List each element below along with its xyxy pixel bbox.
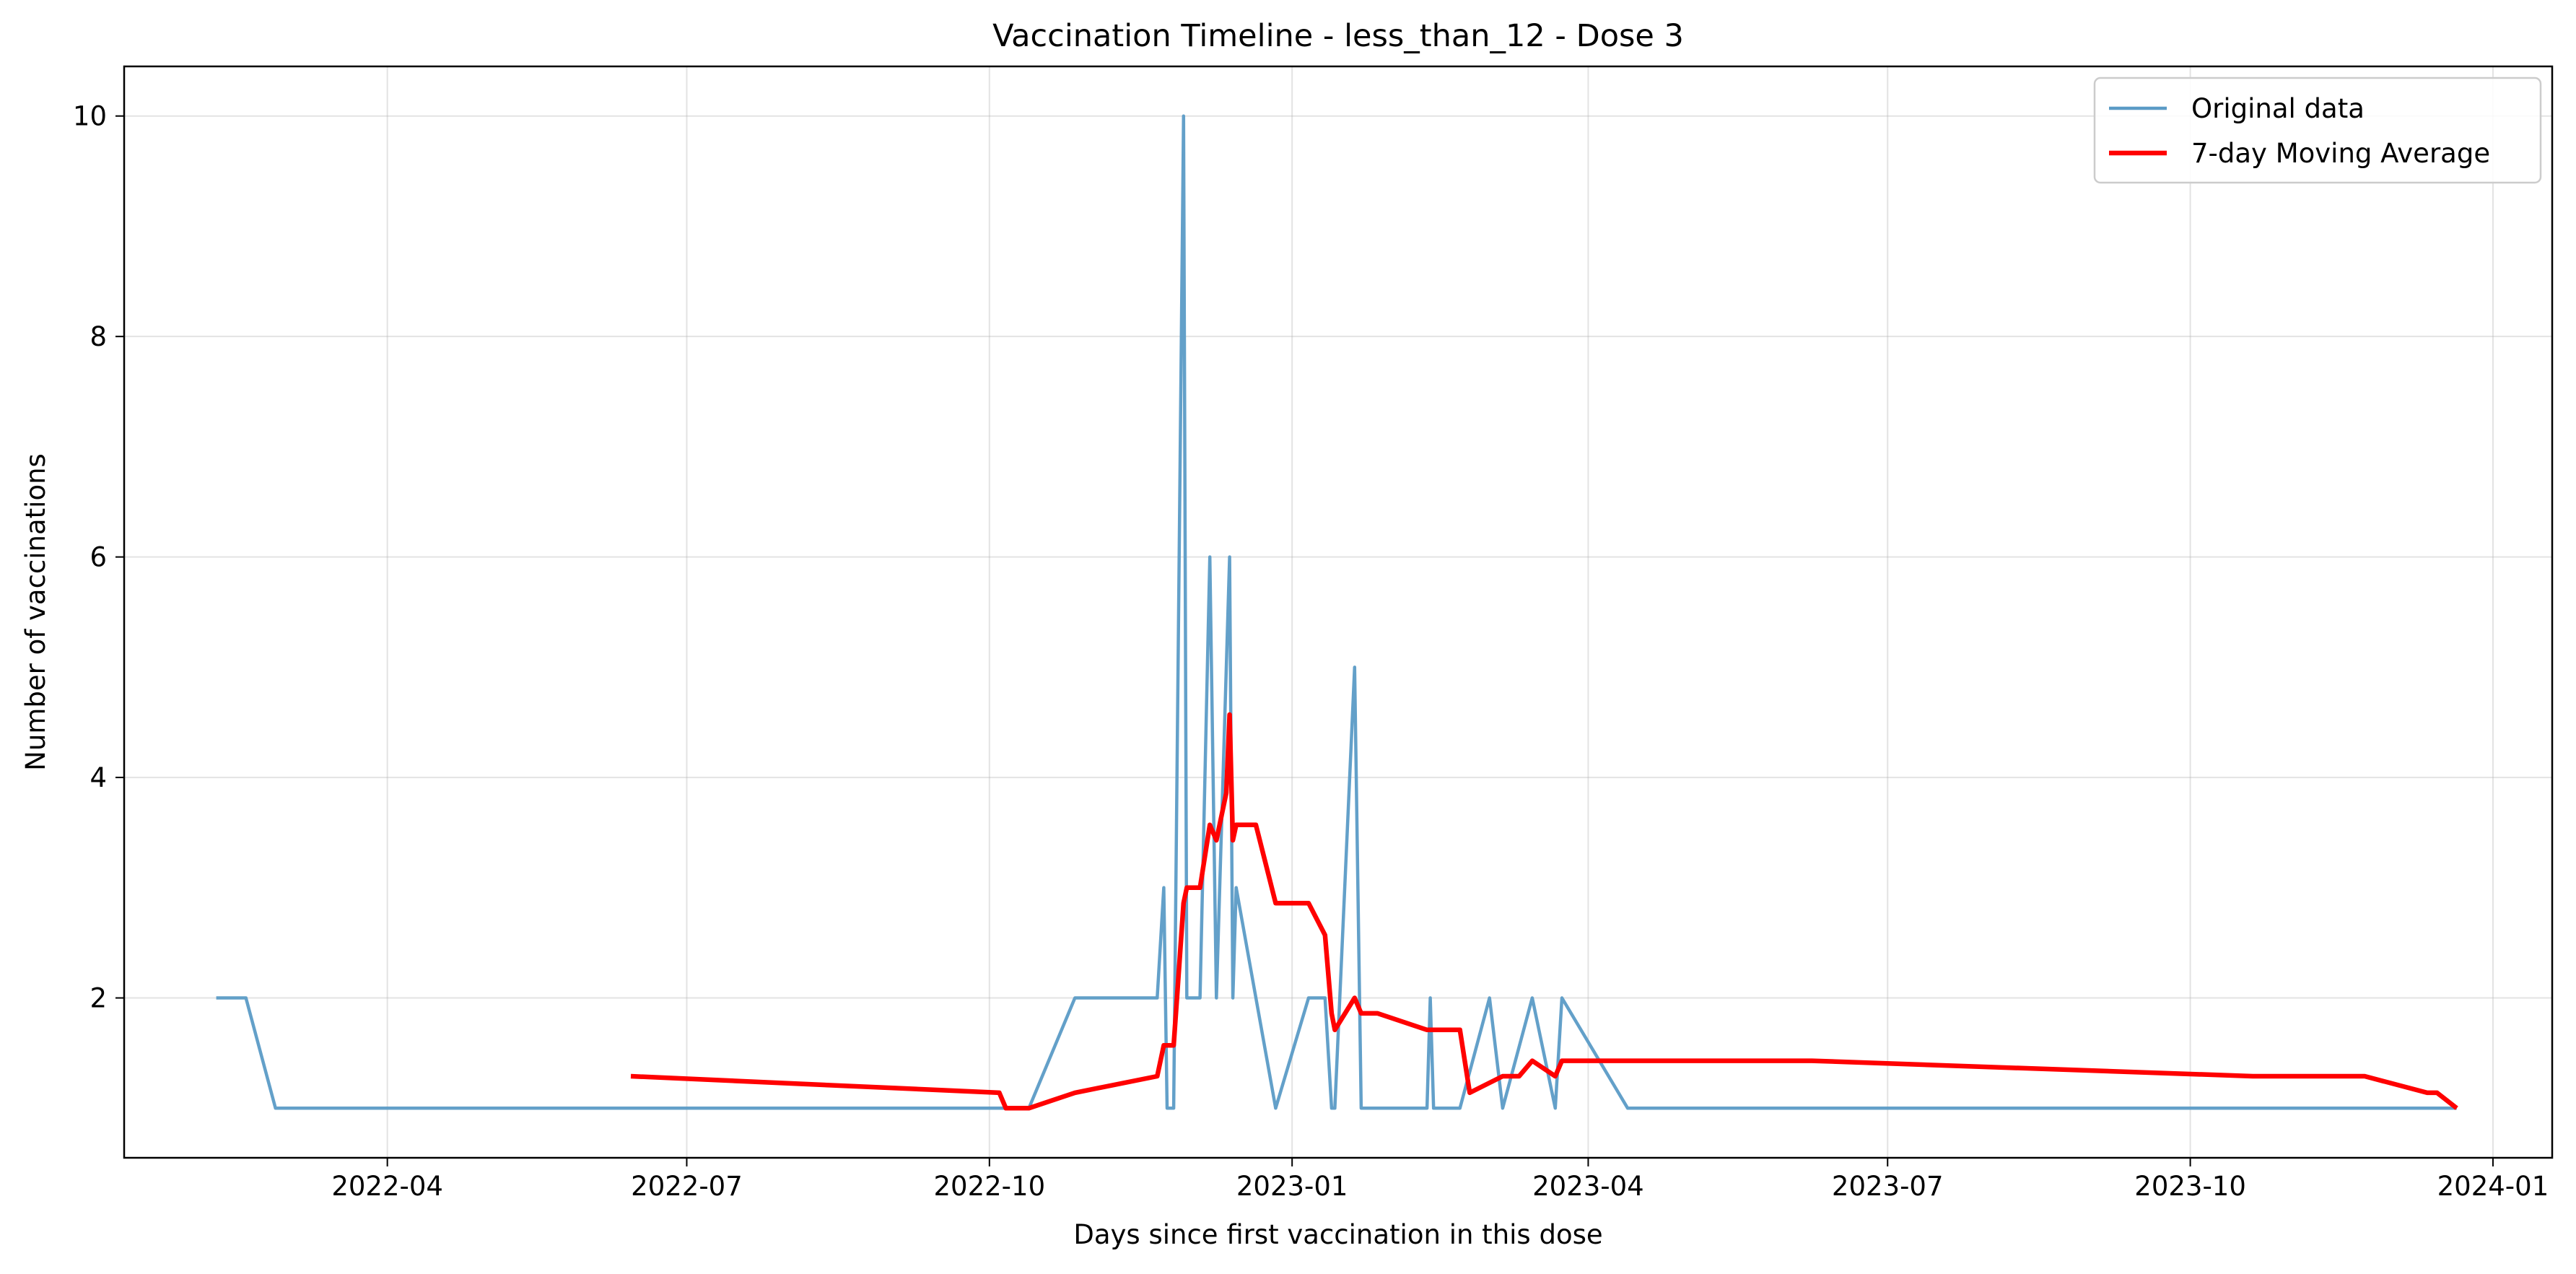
y-tick-label: 8 (89, 321, 107, 352)
x-axis-label: Days since first vaccination in this dos… (1073, 1219, 1602, 1250)
legend-label-original: Original data (2191, 93, 2365, 124)
x-tick-label: 2023-04 (1532, 1171, 1644, 1202)
x-axis: 2022-04 2022-07 2022-10 2023-01 2023-04 2023-… (331, 1158, 2549, 1202)
y-tick-label: 6 (89, 542, 107, 573)
legend-box (2093, 77, 2542, 184)
chart-title: Vaccination Timeline - less_than_12 - Do… (992, 18, 1684, 54)
legend: Original data 7-day Moving Average (2093, 77, 2542, 184)
x-tick-label: 2023-10 (2134, 1171, 2246, 1202)
x-tick-label: 2024-01 (2437, 1171, 2549, 1202)
x-tick-label: 2022-04 (331, 1171, 443, 1202)
x-tick-label: 2023-01 (1236, 1171, 1348, 1202)
series-layer (216, 114, 2458, 1111)
x-tick-label: 2023-07 (1832, 1171, 1944, 1202)
y-axis: 2 4 6 8 10 (73, 101, 124, 1014)
plot-frame (123, 65, 2554, 1159)
y-tick-label: 4 (89, 762, 107, 793)
x-tick-label: 2022-07 (631, 1171, 743, 1202)
y-tick-label: 2 (89, 983, 107, 1014)
moving-average-line (630, 712, 2458, 1111)
legend-label-moving-average: 7-day Moving Average (2191, 138, 2490, 169)
y-tick-label: 10 (73, 101, 107, 132)
grid (124, 66, 2552, 1158)
y-axis-label: Number of vaccinations (20, 453, 51, 771)
original-data-line (216, 114, 2457, 1110)
x-tick-label: 2022-10 (934, 1171, 1046, 1202)
